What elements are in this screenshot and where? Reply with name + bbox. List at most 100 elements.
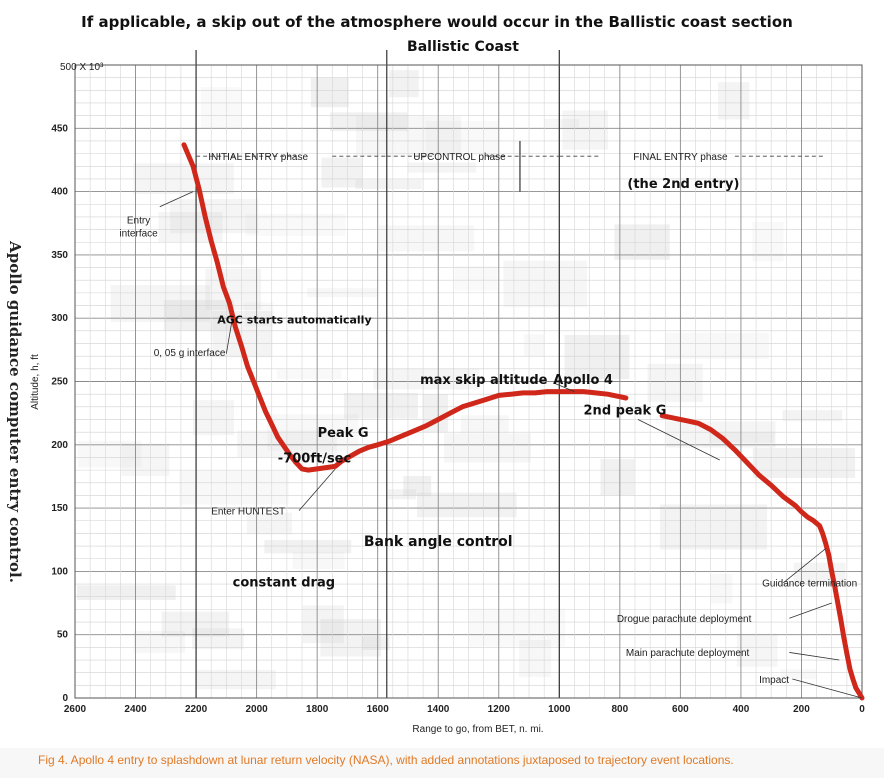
y-tick-label: 350 bbox=[51, 250, 68, 261]
phase-label-upcontrol: UPCONTROL phase bbox=[413, 152, 506, 163]
texture-patch bbox=[343, 392, 418, 419]
annotation-label: max skip altitude bbox=[420, 373, 548, 388]
texture-patch bbox=[179, 470, 289, 505]
texture-patch bbox=[121, 443, 170, 477]
annotation-leader bbox=[789, 602, 832, 619]
annotation-label: Main parachute deployment bbox=[626, 648, 750, 659]
texture-patch bbox=[192, 400, 234, 436]
phase-labels: INITIAL ENTRY phase UPCONTROL phase FINA… bbox=[208, 152, 739, 192]
phase-label-initial-entry: INITIAL ENTRY phase bbox=[208, 152, 308, 163]
texture-patch bbox=[361, 636, 390, 650]
texture-patch bbox=[600, 459, 635, 496]
texture-patch bbox=[77, 440, 142, 468]
figure-caption: Fig 4. Apollo 4 entry to splashdown at l… bbox=[38, 753, 734, 767]
annotation-label: Entry interface bbox=[119, 215, 158, 239]
y-tick-label: 50 bbox=[57, 630, 69, 641]
texture-patch bbox=[503, 260, 588, 308]
y-tick-label: 300 bbox=[51, 313, 68, 324]
texture-patch bbox=[444, 433, 531, 463]
x-tick-label: 600 bbox=[672, 704, 689, 715]
texture-patch bbox=[170, 199, 259, 234]
chart-title: If applicable, a skip out of the atmosph… bbox=[81, 13, 793, 31]
texture-patch bbox=[752, 221, 784, 262]
annotation-leader bbox=[637, 419, 720, 461]
x-tick-label: 1400 bbox=[427, 704, 450, 715]
texture-patch bbox=[244, 302, 274, 327]
x-tick-label: 1600 bbox=[367, 704, 390, 715]
annotation-leader bbox=[792, 678, 863, 699]
texture-patch bbox=[161, 611, 230, 637]
texture-patch bbox=[373, 368, 480, 390]
annotation-label: Guidance termination bbox=[762, 579, 857, 590]
y-tick-label: 150 bbox=[51, 503, 68, 514]
texture-patch bbox=[407, 162, 477, 173]
annotation-label: 0, 05 g interface bbox=[154, 348, 226, 359]
texture-patch bbox=[307, 288, 377, 298]
texture-patch bbox=[264, 540, 352, 554]
texture-patch bbox=[77, 585, 176, 601]
y-axis-label: Altitude, h, ft bbox=[30, 354, 41, 410]
texture-patch bbox=[163, 300, 234, 331]
annotation-label: Drogue parachute deployment bbox=[617, 614, 752, 625]
annotations: Entry interface AGC starts automatically 0,… bbox=[119, 215, 857, 686]
x-axis-ticks: 2600 2400 2200 2000 1800 1600 1400 1200 1000 800 6… bbox=[64, 704, 865, 715]
texture-patch bbox=[195, 669, 276, 690]
texture-patch bbox=[355, 179, 422, 190]
annotation-label: Peak G bbox=[318, 426, 369, 441]
texture-patch bbox=[544, 118, 580, 128]
texture-patch bbox=[782, 410, 843, 422]
texture-patch bbox=[276, 369, 342, 380]
annotation-label: AGC starts automatically bbox=[217, 313, 371, 326]
texture-patch bbox=[216, 254, 244, 265]
texture-patch bbox=[665, 332, 769, 359]
texture-patch bbox=[562, 110, 609, 150]
x-tick-label: 2400 bbox=[124, 704, 147, 715]
texture-patch bbox=[523, 334, 545, 357]
texture-patch bbox=[110, 284, 210, 322]
grid bbox=[74, 64, 863, 699]
y-tick-label: 100 bbox=[51, 566, 68, 577]
annotation-leader bbox=[159, 191, 194, 208]
texture-patch bbox=[200, 87, 242, 129]
texture-patch bbox=[710, 573, 733, 604]
annotation-label: Apollo 4 bbox=[553, 373, 613, 388]
texture-patch bbox=[321, 157, 363, 188]
texture-patch bbox=[245, 213, 346, 236]
texture-patch bbox=[564, 334, 630, 380]
plot-frame bbox=[74, 64, 863, 699]
annotation-leader bbox=[553, 382, 575, 392]
x-tick-label: 2000 bbox=[245, 704, 268, 715]
x-tick-label: 1000 bbox=[548, 704, 571, 715]
x-tick-label: 0 bbox=[859, 704, 865, 715]
annotation-leaders bbox=[159, 191, 863, 699]
texture-patch bbox=[387, 489, 416, 500]
texture-patch bbox=[246, 512, 293, 535]
texture-patch bbox=[709, 431, 775, 443]
annotation-label: 2nd peak G bbox=[584, 403, 667, 418]
texture-patch bbox=[647, 363, 703, 402]
annotation-leader bbox=[789, 652, 840, 661]
texture-patch bbox=[320, 618, 381, 657]
texture-patch bbox=[659, 504, 768, 550]
phase-dividers bbox=[195, 50, 826, 698]
x-tick-label: 1200 bbox=[488, 704, 511, 715]
texture-patch bbox=[780, 669, 817, 680]
annotation-label: Enter HUNTEST bbox=[211, 506, 285, 517]
texture-patch bbox=[355, 116, 462, 157]
annotation-label: -700ft/sec bbox=[278, 452, 351, 467]
trajectory-series-line bbox=[659, 413, 865, 701]
texture-patch bbox=[388, 70, 419, 98]
texture-patch bbox=[302, 605, 344, 644]
side-title: Apollo guidance computer entry control. bbox=[6, 240, 24, 583]
texture-patch bbox=[468, 608, 566, 647]
annotation-leader bbox=[783, 548, 826, 584]
chart-background bbox=[0, 0, 884, 748]
texture-patch bbox=[133, 163, 234, 194]
texture-patch bbox=[192, 628, 244, 650]
x-tick-label: 800 bbox=[612, 704, 629, 715]
texture-patch bbox=[205, 268, 262, 310]
y-tick-label: 250 bbox=[51, 377, 68, 388]
texture-patch bbox=[292, 551, 345, 570]
x-tick-label: 400 bbox=[733, 704, 750, 715]
